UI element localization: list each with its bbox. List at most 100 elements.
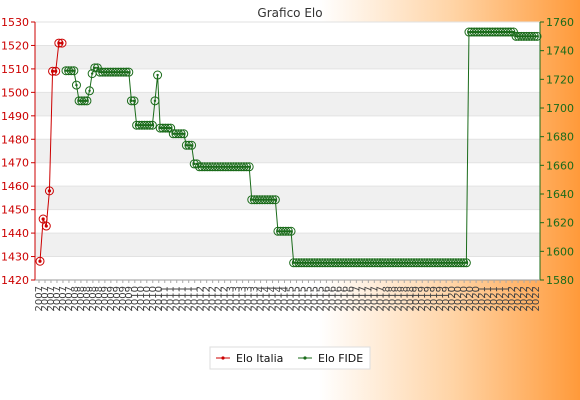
point-core-elo-fide	[522, 35, 526, 38]
x-tick-label: 2021	[501, 286, 512, 311]
point-core-elo-fide	[425, 261, 429, 264]
point-core-elo-fide	[507, 30, 510, 34]
point-core-elo-italia	[38, 259, 42, 263]
point-elo-fide	[181, 140, 191, 150]
y-left-tick-label: 1450	[1, 204, 29, 217]
point-core-elo-fide	[342, 261, 345, 264]
point-core-elo-fide	[297, 261, 301, 264]
point-elo-fide	[189, 159, 199, 169]
point-core-elo-italia	[54, 69, 58, 73]
x-tick-label: 2016	[339, 286, 350, 311]
y-left-tick-label: 1440	[1, 227, 29, 240]
point-elo-fide	[176, 129, 186, 139]
point-elo-fide	[244, 162, 254, 172]
point-core-elo-fide	[284, 230, 287, 233]
point-core-elo-fide	[352, 261, 356, 264]
point-core-elo-fide	[64, 69, 68, 72]
x-tick-label: 2021	[483, 286, 494, 311]
point-core-elo-fide	[156, 73, 159, 77]
point-elo-fide	[85, 86, 95, 96]
point-core-elo-italia	[47, 189, 52, 193]
x-tick-label: 2009	[106, 286, 117, 311]
point-core-elo-fide	[391, 261, 395, 264]
point-core-elo-fide	[179, 132, 183, 135]
x-tick-label: 2007	[58, 286, 69, 311]
point-core-elo-fide	[520, 35, 523, 38]
x-tick-label: 2011	[178, 286, 189, 311]
x-tick-label: 2022	[513, 286, 524, 311]
y-right-tick-label: 1600	[546, 245, 574, 258]
point-core-elo-fide	[501, 30, 505, 34]
y-left-tick-label: 1510	[1, 63, 29, 76]
x-tick-label: 2020	[447, 286, 458, 311]
point-core-elo-fide	[93, 66, 96, 70]
x-tick-label: 2007	[34, 286, 45, 311]
point-core-elo-fide	[104, 70, 107, 74]
x-tick-label: 2014	[280, 286, 291, 311]
point-core-elo-fide	[232, 165, 235, 168]
x-tick-label: 2020	[453, 286, 464, 311]
point-core-elo-fide	[533, 35, 536, 38]
x-tick-label: 2019	[429, 286, 440, 311]
point-elo-fide	[79, 96, 89, 106]
point-core-elo-fide	[279, 230, 282, 233]
point-elo-fide	[192, 159, 202, 169]
point-core-elo-fide	[219, 165, 222, 168]
x-tick-label: 2015	[303, 286, 314, 311]
grid-band	[35, 233, 540, 257]
x-tick-label: 2019	[411, 286, 422, 311]
point-core-elo-fide	[496, 30, 499, 34]
point-core-elo-fide	[470, 30, 473, 34]
x-tick-label: 2022	[525, 286, 536, 311]
x-tick-label: 2021	[477, 286, 488, 311]
x-tick-label: 2017	[369, 286, 380, 311]
point-core-elo-fide	[198, 165, 201, 168]
grid-band	[35, 139, 540, 163]
legend-marker-elo-fide	[303, 356, 307, 360]
x-tick-label: 2016	[321, 286, 332, 311]
point-core-elo-fide	[174, 132, 178, 135]
x-tick-label: 2018	[381, 286, 392, 311]
point-core-elo-fide	[321, 261, 324, 264]
x-tick-label: 2008	[88, 286, 99, 311]
point-core-elo-fide	[206, 165, 209, 168]
point-core-elo-fide	[475, 30, 479, 34]
point-core-elo-fide	[449, 261, 452, 264]
x-tick-label: 2007	[64, 286, 75, 311]
point-core-elo-fide	[255, 198, 259, 201]
x-tick-label: 2016	[345, 286, 356, 311]
point-core-elo-fide	[384, 261, 387, 264]
point-core-elo-fide	[436, 261, 439, 264]
point-elo-fide	[166, 123, 176, 133]
point-core-elo-fide	[90, 72, 94, 75]
x-tick-label: 2022	[519, 286, 530, 311]
point-core-elo-italia	[60, 41, 64, 45]
point-elo-fide	[286, 226, 296, 236]
point-elo-fide	[124, 67, 134, 77]
point-core-elo-fide	[357, 261, 361, 264]
x-tick-label: 2009	[124, 286, 135, 311]
point-core-elo-fide	[381, 261, 384, 264]
point-elo-fide	[174, 129, 184, 139]
point-core-elo-fide	[365, 261, 369, 264]
point-core-elo-fide	[85, 99, 89, 103]
x-tick-label: 2022	[531, 286, 542, 311]
x-tick-label: 2014	[256, 286, 267, 311]
point-core-elo-fide	[124, 70, 128, 74]
point-core-elo-fide	[465, 261, 468, 264]
x-tick-label: 2014	[268, 286, 279, 311]
point-core-elo-fide	[480, 30, 484, 34]
point-core-elo-fide	[418, 261, 421, 264]
point-core-elo-fide	[423, 261, 426, 264]
x-tick-label: 2015	[297, 286, 308, 311]
point-core-elo-fide	[331, 261, 335, 264]
point-core-elo-fide	[177, 132, 180, 135]
point-core-elo-fide	[517, 35, 520, 38]
point-core-elo-fide	[114, 70, 117, 74]
point-core-elo-fide	[153, 99, 157, 103]
point-core-elo-fide	[245, 165, 248, 168]
x-tick-label: 2019	[441, 286, 452, 311]
point-core-elo-fide	[98, 70, 102, 74]
x-tick-label: 2010	[142, 286, 153, 311]
x-tick-label: 2015	[309, 286, 320, 311]
